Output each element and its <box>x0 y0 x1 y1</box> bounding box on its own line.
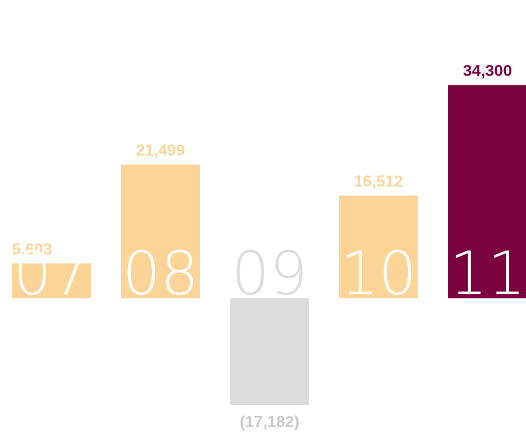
value-label: (17,182) <box>240 414 300 431</box>
bar <box>12 263 91 299</box>
bar <box>339 195 418 299</box>
bar <box>121 164 200 299</box>
category-label: 09 <box>231 239 307 309</box>
bar <box>448 85 526 299</box>
value-label: 16,512 <box>354 174 403 191</box>
category-label: 11 <box>449 239 525 309</box>
bar <box>230 298 309 405</box>
value-label: 34,300 <box>463 63 512 80</box>
category-label: 10 <box>340 239 416 309</box>
category-label: 08 <box>122 239 198 309</box>
value-label: 5,603 <box>12 241 52 258</box>
value-label: 21,499 <box>136 143 185 160</box>
category-label: 07 <box>13 239 89 309</box>
